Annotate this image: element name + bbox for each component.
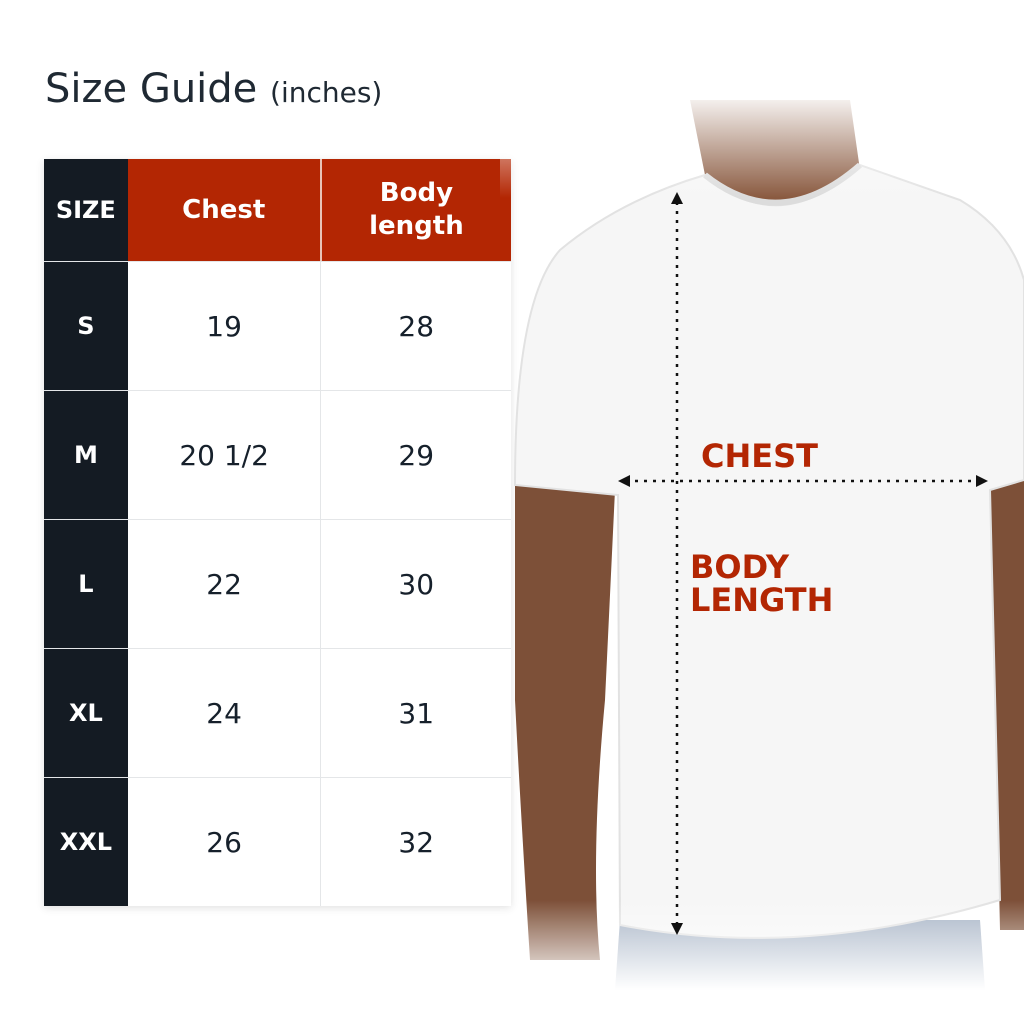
header-size: SIZE <box>44 159 128 261</box>
size-table: SIZE Chest Body length S 19 28 M 20 1/2 … <box>44 159 511 906</box>
length-cell: 30 <box>321 520 511 648</box>
tshirt-model-image <box>500 90 1024 990</box>
unit-label: (inches) <box>270 76 383 109</box>
size-cell: S <box>44 262 128 390</box>
length-cell: 29 <box>321 391 511 519</box>
header-body-length: Body length <box>321 159 511 261</box>
length-cell: 28 <box>321 262 511 390</box>
chest-cell: 22 <box>127 520 322 648</box>
header-chest: Chest <box>127 159 322 261</box>
length-cell: 31 <box>321 649 511 777</box>
chest-cell: 26 <box>127 778 322 906</box>
table-row: XL 24 31 <box>44 648 511 777</box>
size-cell: XL <box>44 649 128 777</box>
chest-cell: 20 1/2 <box>127 391 322 519</box>
page-title: Size Guide (inches) <box>45 66 383 112</box>
table-row: S 19 28 <box>44 261 511 390</box>
size-cell: L <box>44 520 128 648</box>
length-cell: 32 <box>321 778 511 906</box>
body-length-arrow <box>626 202 980 925</box>
table-header: SIZE Chest Body length <box>44 159 511 261</box>
table-row: M 20 1/2 29 <box>44 390 511 519</box>
chest-cell: 19 <box>127 262 322 390</box>
table-row: L 22 30 <box>44 519 511 648</box>
table-row: XXL 26 32 <box>44 777 511 906</box>
size-cell: M <box>44 391 128 519</box>
body-length-label: BODY LENGTH <box>690 548 834 619</box>
size-cell: XXL <box>44 778 128 906</box>
chest-label: CHEST <box>701 437 818 475</box>
chest-cell: 24 <box>127 649 322 777</box>
